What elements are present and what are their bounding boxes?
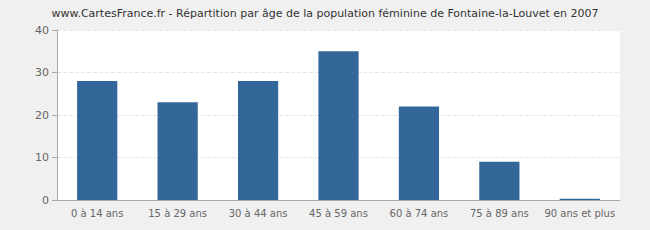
svg-text:20: 20 — [35, 109, 49, 122]
svg-text:75 à 89 ans: 75 à 89 ans — [470, 208, 529, 219]
svg-text:15 à 29 ans: 15 à 29 ans — [148, 208, 207, 219]
svg-text:30 à 44 ans: 30 à 44 ans — [229, 208, 288, 219]
svg-text:www.CartesFrance.fr - Répartit: www.CartesFrance.fr - Répartition par âg… — [51, 7, 598, 20]
svg-text:60 à 74 ans: 60 à 74 ans — [390, 208, 449, 219]
svg-text:30: 30 — [35, 66, 49, 79]
svg-text:40: 40 — [35, 24, 49, 37]
svg-text:0: 0 — [42, 194, 49, 207]
svg-text:0 à 14 ans: 0 à 14 ans — [71, 208, 123, 219]
svg-text:10: 10 — [35, 151, 49, 164]
svg-text:90 ans et plus: 90 ans et plus — [544, 208, 615, 219]
svg-text:45 à 59 ans: 45 à 59 ans — [309, 208, 368, 219]
